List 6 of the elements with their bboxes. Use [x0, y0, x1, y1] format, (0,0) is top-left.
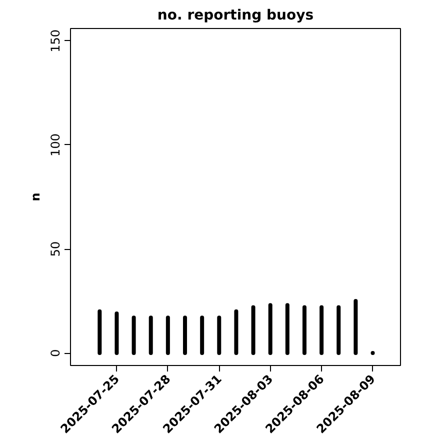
y-tick-label: 50 — [48, 241, 62, 257]
y-axis-title: n — [28, 192, 42, 202]
y-tick-label: 150 — [48, 30, 62, 52]
y-tick-label: 0 — [48, 349, 62, 357]
chart-title: no. reporting buoys — [157, 8, 314, 24]
y-tick-label: 100 — [48, 134, 62, 156]
